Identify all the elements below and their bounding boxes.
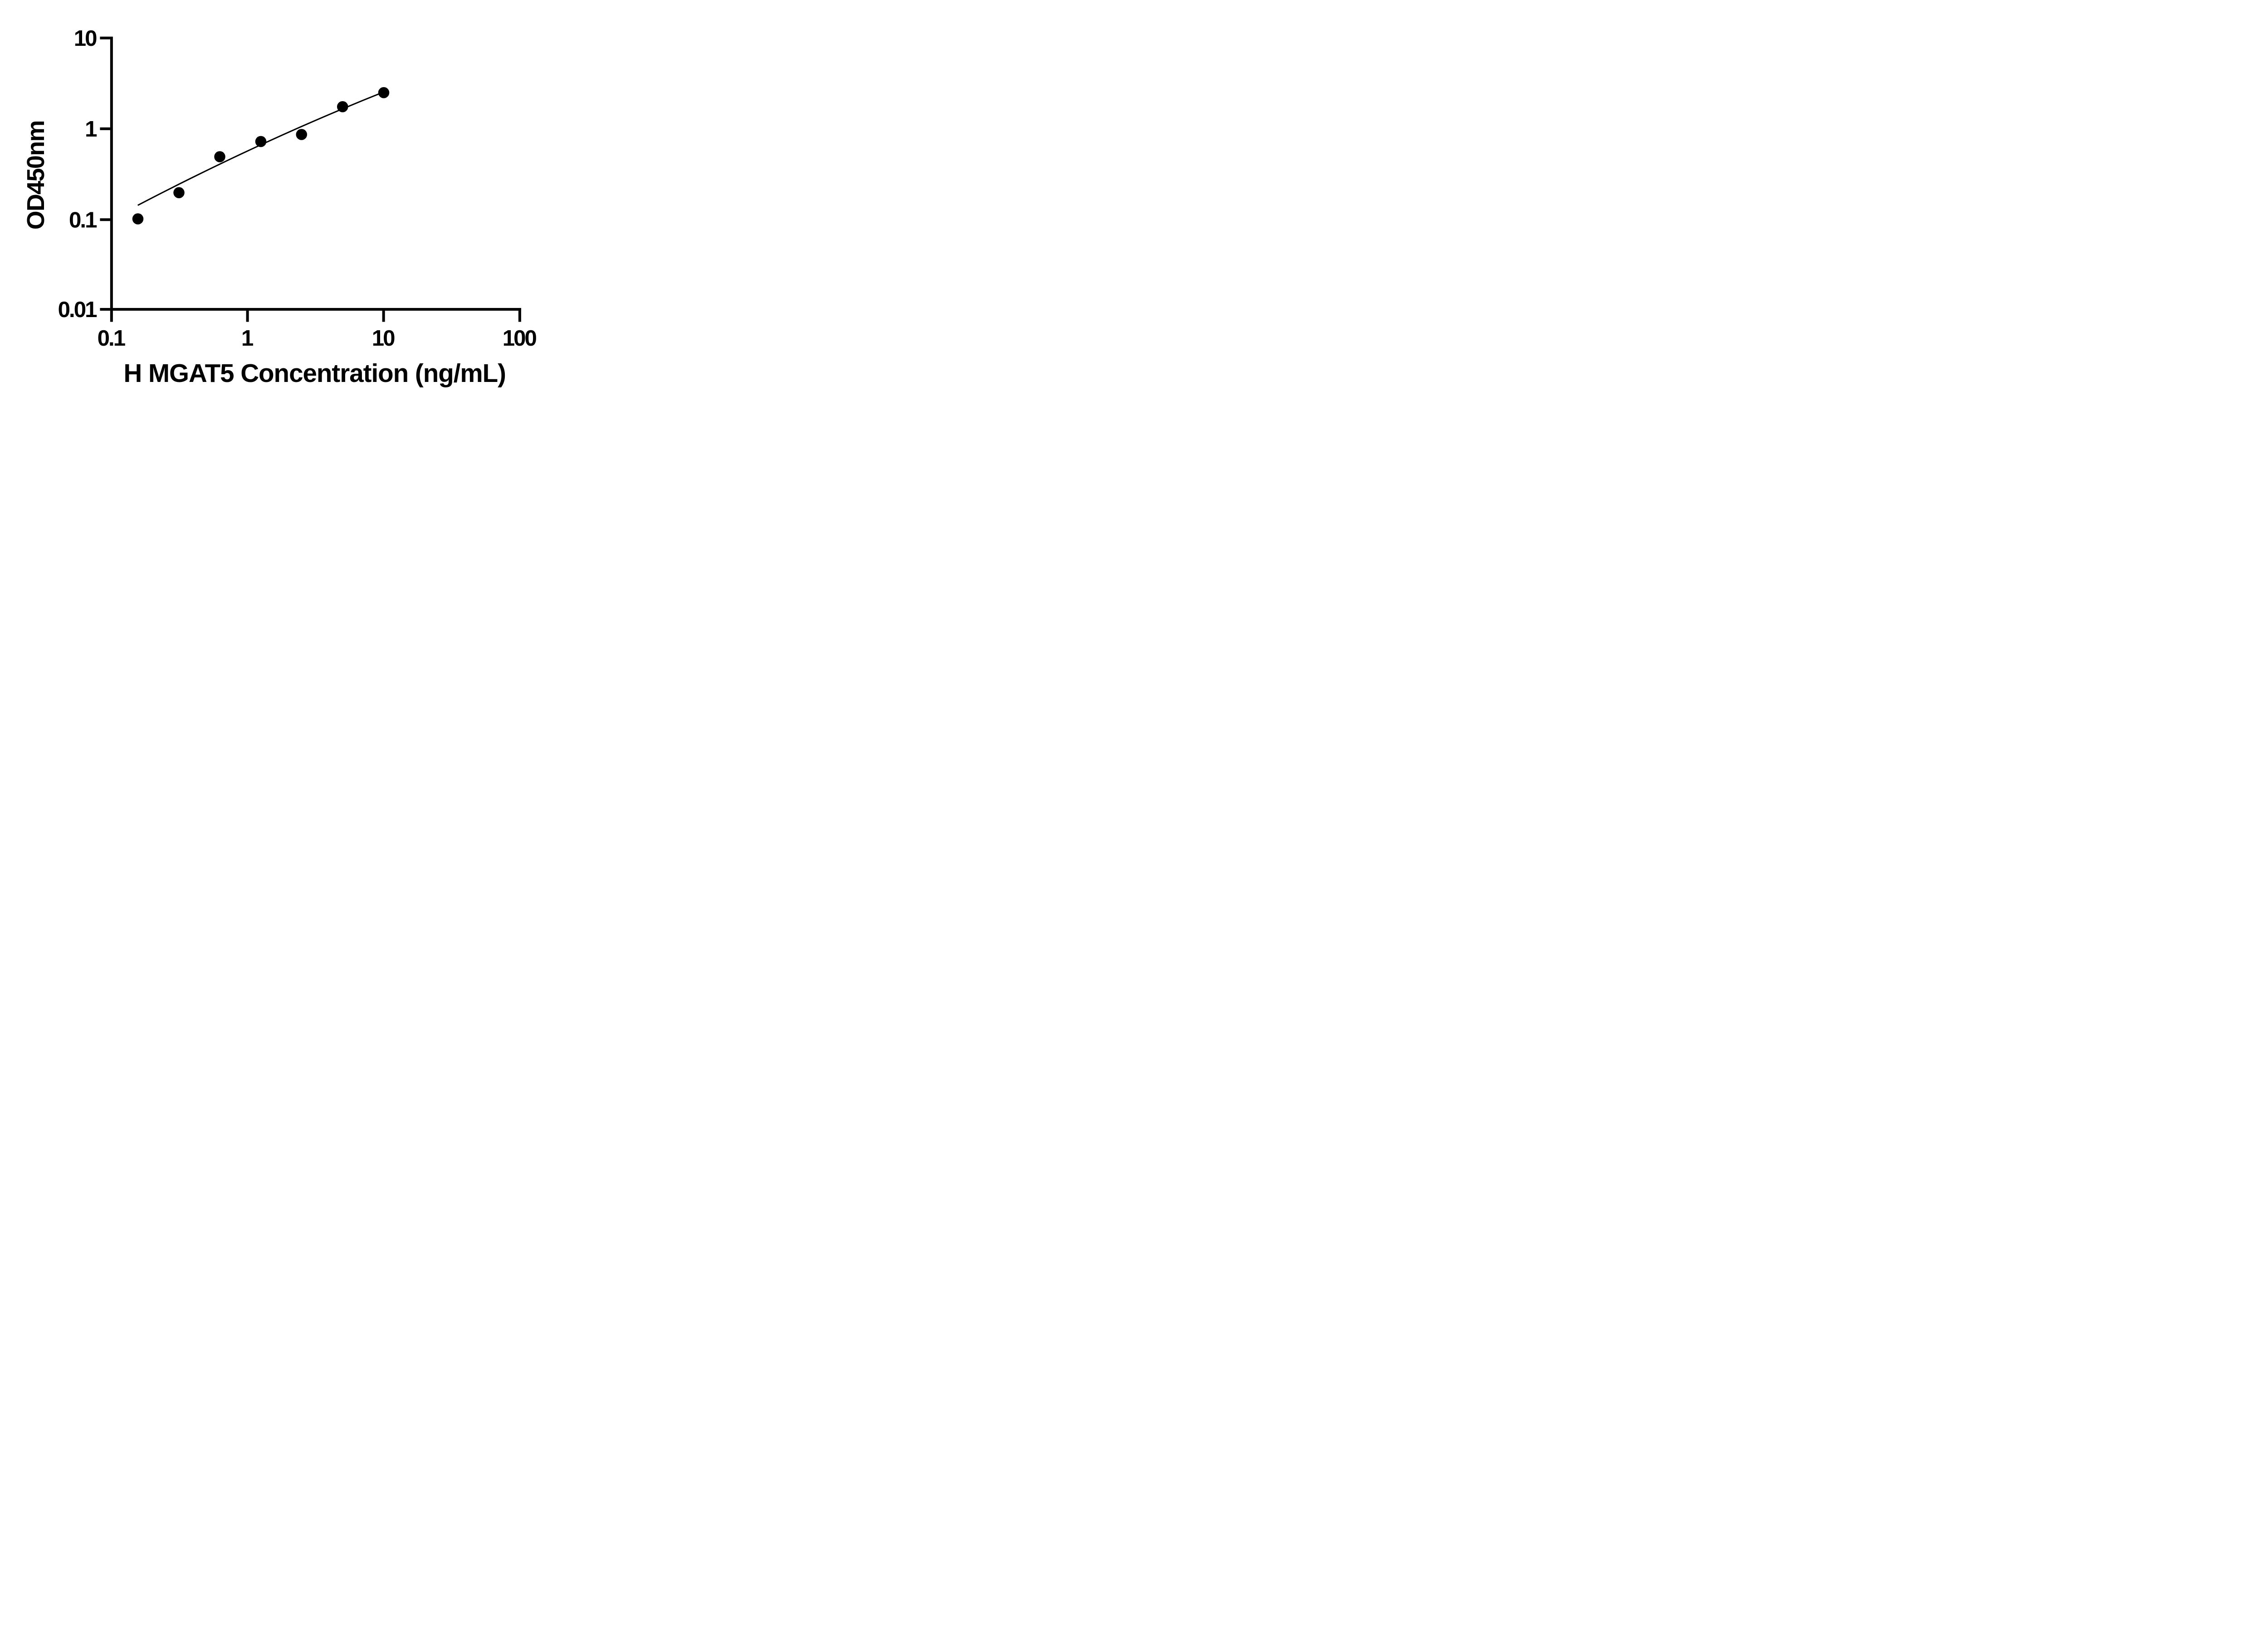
- svg-text:0.01: 0.01: [58, 297, 97, 322]
- svg-text:OD450nm: OD450nm: [22, 121, 49, 230]
- svg-text:10: 10: [74, 26, 97, 51]
- svg-text:1: 1: [241, 326, 254, 351]
- svg-text:0.1: 0.1: [69, 207, 97, 232]
- svg-text:1: 1: [85, 117, 97, 142]
- svg-text:0.1: 0.1: [98, 326, 126, 351]
- svg-text:H MGAT5 Concentration (ng/mL): H MGAT5 Concentration (ng/mL): [123, 359, 506, 387]
- svg-text:10: 10: [372, 326, 395, 351]
- svg-text:100: 100: [503, 326, 537, 351]
